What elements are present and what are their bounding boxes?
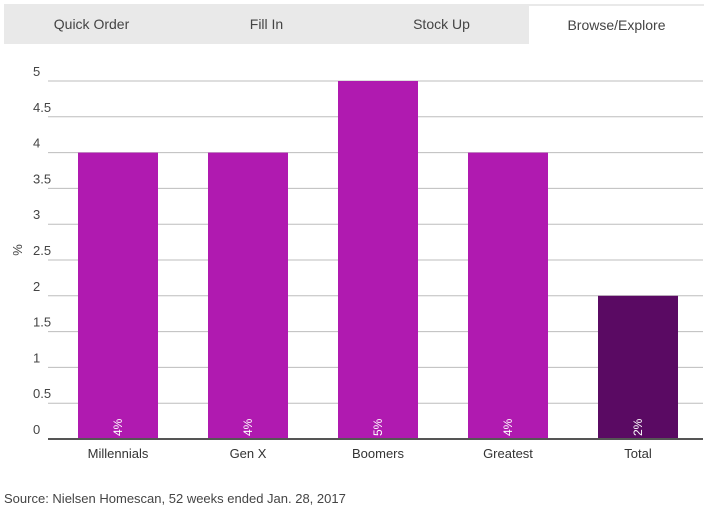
x-tick-label: Boomers	[352, 446, 405, 461]
x-tick-label: Millennials	[88, 446, 149, 461]
tab-quick-order[interactable]: Quick Order	[53, 16, 130, 32]
tab-fill-in[interactable]: Fill In	[249, 16, 284, 32]
bar	[208, 152, 288, 439]
data-label: 4%	[501, 418, 515, 436]
x-tick-label: Gen X	[230, 446, 267, 461]
tab-stock-up[interactable]: Stock Up	[413, 16, 470, 32]
y-tick-label: 4	[33, 136, 40, 151]
source-note: Source: Nielsen Homescan, 52 weeks ended…	[4, 491, 346, 506]
data-label: 5%	[371, 418, 385, 436]
y-tick-label: 3.5	[33, 171, 51, 186]
y-tick-label: 1.5	[33, 315, 51, 330]
data-label: 4%	[111, 418, 125, 436]
bar	[78, 152, 158, 439]
tab-browse-explore[interactable]: Browse/Explore	[529, 4, 704, 44]
bar-chart: 0 0.5 1 1.5 2 2.5 3 3.5 4 4.5 5% 4% Millennials 4% Gen…	[10, 64, 703, 461]
y-tick-label: 2	[33, 279, 40, 294]
bar	[468, 152, 548, 439]
bar	[598, 295, 678, 439]
y-tick-label: 5	[33, 64, 40, 79]
tab-bar: Quick Order Fill In Stock Up Browse/Expl…	[4, 4, 704, 44]
data-label: 4%	[241, 418, 255, 436]
y-tick-label: 0	[33, 422, 40, 437]
y-tick-label: 0.5	[33, 386, 51, 401]
x-tick-label: Total	[624, 446, 652, 461]
y-tick-label: 4.5	[33, 100, 51, 115]
y-tick-label: 2.5	[33, 243, 51, 258]
x-tick-label: Greatest	[483, 446, 533, 461]
data-label: 2%	[631, 418, 645, 436]
y-axis-label: %	[10, 244, 25, 256]
bar	[338, 81, 418, 439]
y-tick-label: 1	[33, 350, 40, 365]
y-tick-label: 3	[33, 207, 40, 222]
